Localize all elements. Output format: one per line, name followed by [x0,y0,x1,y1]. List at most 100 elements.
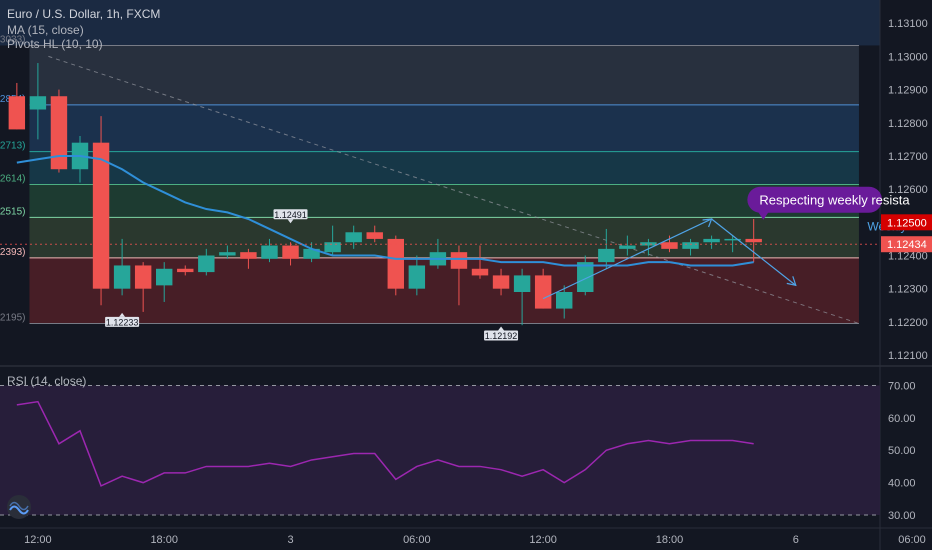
fib-zone-5 [29,45,859,105]
resistance-price-label: 1.12500 [887,217,927,229]
candle-body-22 [471,268,489,276]
fib-zone-0 [29,257,859,324]
price-tick-7: 1.12400 [888,251,928,263]
candle-body-16 [345,232,362,243]
candle-body-9 [198,255,215,273]
pivot-label-0: 1.12233 [106,317,139,327]
time-label-7: 06:00 [898,534,926,546]
current-price-label: 1.12434 [887,239,927,251]
candle-body-30 [640,242,657,246]
time-label-4: 12:00 [529,534,557,546]
trend-line[interactable] [48,55,860,324]
pivot-box-2 [484,330,519,341]
candle-body-1 [29,96,47,110]
projection-path[interactable] [542,218,797,300]
candle-body-5 [113,265,131,289]
candle-body-35 [745,238,762,243]
candle-body-6 [134,265,152,289]
pivot-pointer-1 [287,219,294,224]
pivots-legend[interactable]: Pivots HL (10, 10) [7,37,103,51]
rsi-line [16,400,754,487]
candle-body-27 [577,262,594,292]
price-tick-3: 1.12800 [888,118,928,130]
rsi-tick-2: 50.00 [888,445,916,457]
logo-icon[interactable] [7,495,31,519]
pivot-box-0 [105,316,140,327]
rsi-tick-4: 30.00 [888,510,916,522]
pivot-label-1: 1.12491 [274,210,307,220]
candle-body-8 [177,268,194,273]
candle-body-17 [366,232,383,239]
pivot-label-2: 1.12192 [485,331,518,341]
candle-body-10 [219,252,236,256]
annotations[interactable]: Respecting weekly resistaWeekly [0,186,910,245]
candle-body-32 [682,242,699,249]
candle-body-18 [387,238,404,289]
moving-average [16,154,754,267]
projection-peak-arrowhead [702,218,713,228]
fib-label-4: 0.618(1.12713) [0,141,25,152]
candle-body-13 [282,245,299,259]
price-axis[interactable]: 1.13100 1.13000 1.12900 1.12800 1.12700 1.126… [881,18,932,362]
pivot-pointer-0 [119,312,126,317]
resistance-price-tag [881,214,932,231]
price-tick-1: 1.13000 [888,51,928,63]
fib-zone-top [0,0,880,46]
rsi-band [0,385,880,516]
price-tick-0: 1.13100 [888,18,928,30]
fibonacci-retracement[interactable]: 0(1.12195) 0.236(1.12393) 0.382(1.12515) 0.… [0,0,880,325]
ma-line [16,154,754,267]
candle-body-0 [8,96,26,130]
candle-body-28 [598,248,615,263]
fib-label-1: 0.236(1.12393) [0,247,25,258]
fib-label-0: 0(1.12195) [0,313,25,324]
fib-zone-2 [29,184,859,218]
time-label-3: 06:00 [403,534,431,546]
pivot-box-1 [273,209,308,220]
rsi-pane: 70.00 60.00 50.00 40.00 30.00 [0,380,916,522]
fib-zone-1 [29,217,859,258]
annotation-text: Respecting weekly resista [759,192,910,207]
candle-body-24 [513,275,531,292]
current-price-tag [881,236,932,253]
price-tick-4: 1.12700 [888,151,928,163]
candle-body-12 [261,245,278,259]
time-label-2: 3 [287,534,293,546]
time-label-6: 6 [793,534,799,546]
rsi-tick-3: 40.00 [888,478,916,490]
candle-body-34 [724,238,741,241]
candles [8,63,762,326]
time-label-1: 18:00 [150,534,178,546]
ma-legend[interactable]: MA (15, close) [7,23,84,37]
dashed-trend-line [48,55,860,324]
time-axis[interactable]: 12:00 18:00 3 06:00 12:00 18:00 6 06:00 [24,534,926,546]
price-tick-5: 1.12600 [888,184,928,196]
rsi-tick-0: 70.00 [888,380,916,392]
fib-label-6: 1(1.13033) [0,34,25,45]
fib-zone-3 [29,151,859,185]
fib-label-2: 0.382(1.12515) [0,206,25,217]
pivot-pointer-2 [498,326,505,331]
time-label-0: 12:00 [24,534,52,546]
candle-body-23 [492,275,510,289]
time-label-5: 18:00 [656,534,684,546]
price-tick-2: 1.12900 [888,85,928,97]
symbol-title: Euro / U.S. Dollar, 1h, FXCM [7,7,160,21]
candle-body-15 [324,242,341,253]
candle-body-4 [92,142,110,289]
projection-arrowhead [786,276,797,287]
candle-body-33 [703,238,720,243]
pivots: 1.12233 1.12491 1.12192 [105,209,519,341]
candle-body-31 [661,242,678,249]
price-tick-9: 1.12200 [888,317,928,329]
candle-body-29 [619,245,636,249]
candle-body-2 [50,96,68,170]
candle-body-19 [408,265,426,289]
candle-body-25 [534,275,552,309]
rsi-tick-1: 60.00 [888,413,916,425]
annotation-bubble [747,186,882,213]
candle-body-14 [303,248,320,259]
rsi-legend[interactable]: RSI (14, close) [7,374,86,388]
fib-zone-4 [29,104,859,152]
